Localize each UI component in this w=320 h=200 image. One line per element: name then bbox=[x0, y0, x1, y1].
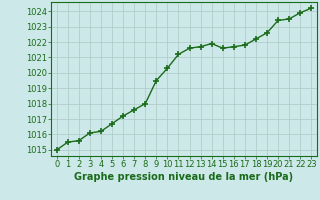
X-axis label: Graphe pression niveau de la mer (hPa): Graphe pression niveau de la mer (hPa) bbox=[75, 172, 293, 182]
